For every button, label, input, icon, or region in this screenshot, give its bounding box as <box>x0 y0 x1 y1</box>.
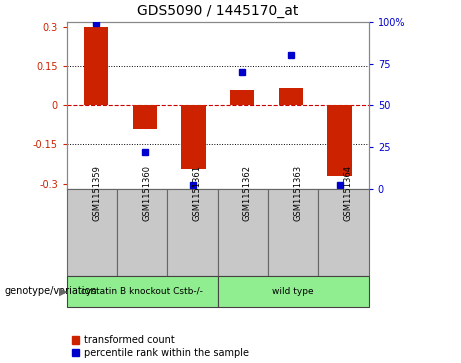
Bar <box>167 189 218 276</box>
Bar <box>327 105 352 176</box>
Bar <box>133 105 157 129</box>
Legend: transformed count, percentile rank within the sample: transformed count, percentile rank withi… <box>72 335 249 358</box>
Title: GDS5090 / 1445170_at: GDS5090 / 1445170_at <box>137 4 299 18</box>
Text: cystatin B knockout Cstb-/-: cystatin B knockout Cstb-/- <box>82 287 203 296</box>
Bar <box>67 276 218 307</box>
Text: GSM1151359: GSM1151359 <box>92 165 101 221</box>
Bar <box>84 27 108 105</box>
Bar <box>67 189 117 276</box>
Text: ▶: ▶ <box>59 286 68 296</box>
Text: GSM1151363: GSM1151363 <box>293 165 302 221</box>
Text: GSM1151360: GSM1151360 <box>142 165 151 221</box>
Text: GSM1151361: GSM1151361 <box>193 165 201 221</box>
Bar <box>230 90 254 105</box>
Bar <box>279 88 303 105</box>
Bar <box>117 189 167 276</box>
Bar <box>181 105 206 169</box>
Bar <box>268 189 319 276</box>
Text: GSM1151362: GSM1151362 <box>243 165 252 221</box>
Text: genotype/variation: genotype/variation <box>5 286 97 296</box>
Text: wild type: wild type <box>272 287 314 296</box>
Bar <box>218 276 369 307</box>
Bar <box>319 189 369 276</box>
Text: GSM1151364: GSM1151364 <box>343 165 353 221</box>
Bar <box>218 189 268 276</box>
